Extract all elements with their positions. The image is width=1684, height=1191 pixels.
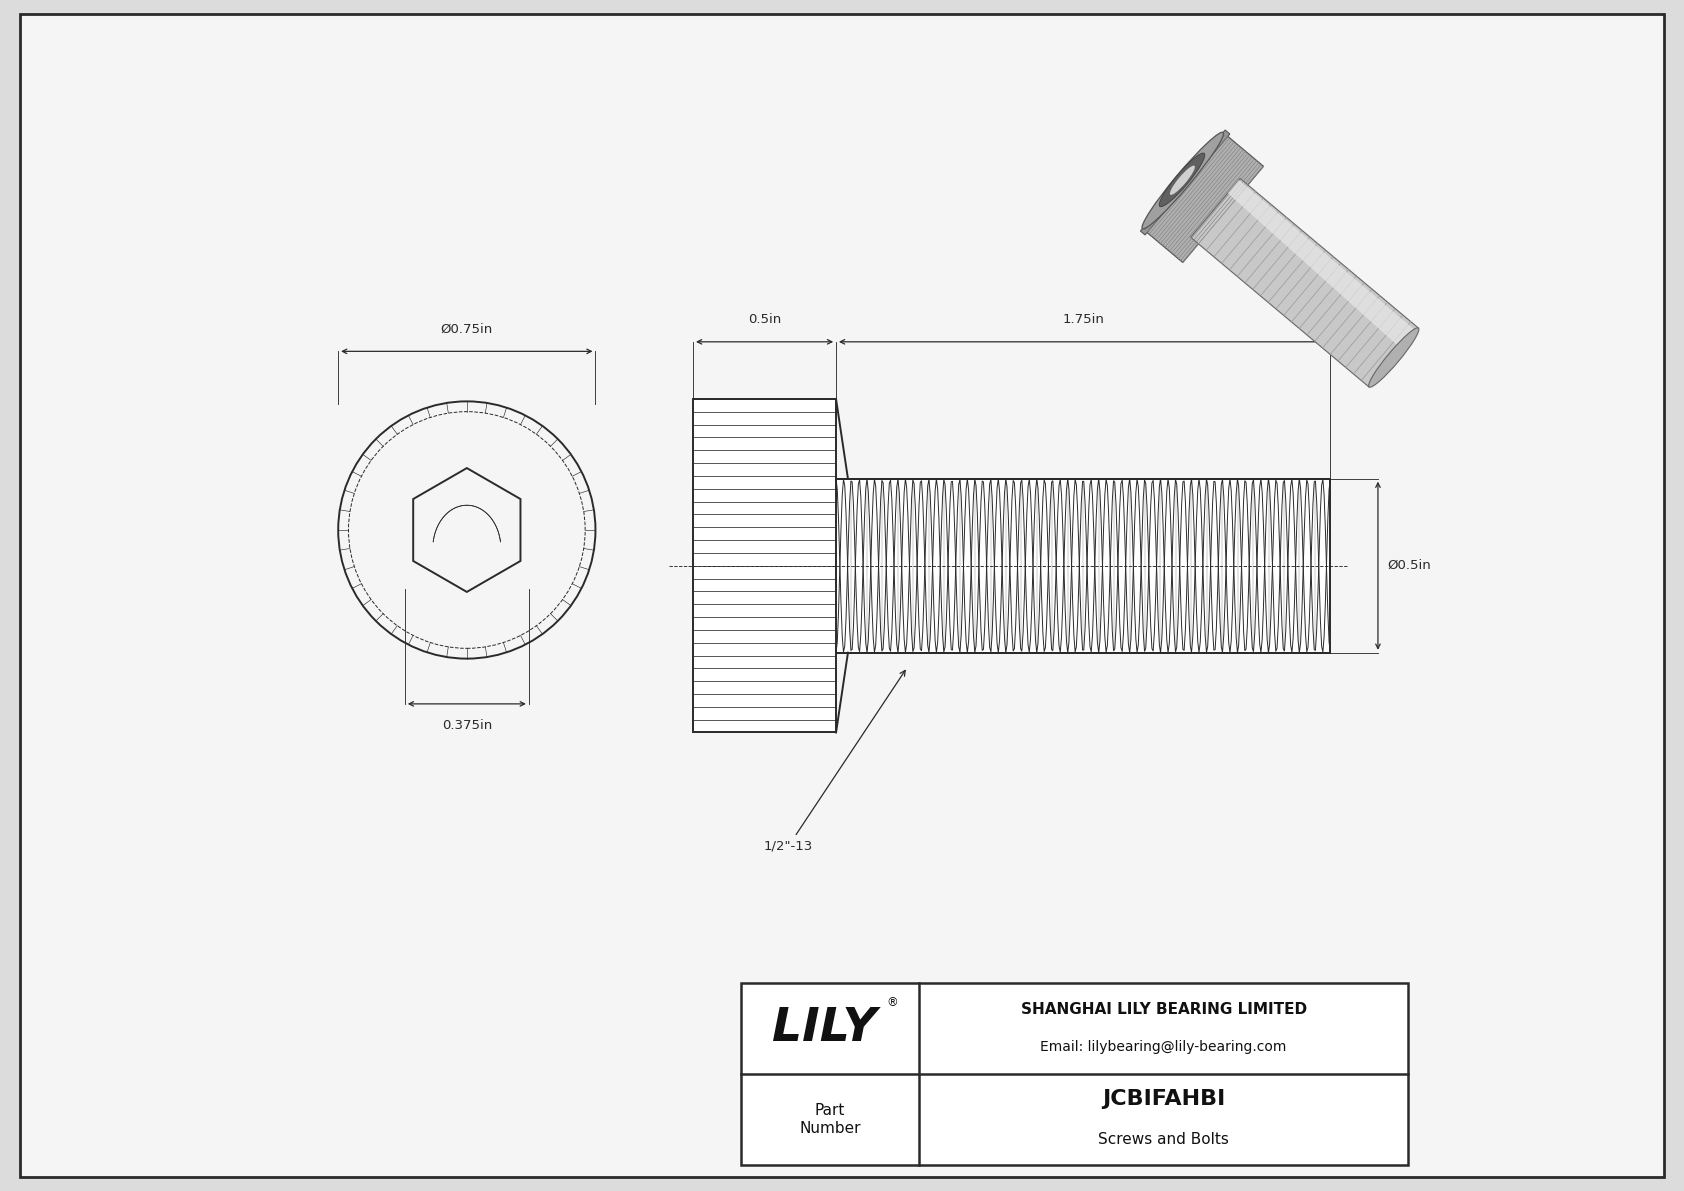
Polygon shape	[1140, 130, 1229, 235]
Bar	[835, 479, 1330, 653]
Ellipse shape	[1142, 132, 1224, 229]
Polygon shape	[1228, 180, 1416, 349]
Text: Ø0.75in: Ø0.75in	[441, 323, 493, 336]
Polygon shape	[1142, 132, 1263, 262]
Bar	[741, 983, 1408, 1165]
Bar	[694, 399, 835, 732]
Text: Email: lilybearing@lily-bearing.com: Email: lilybearing@lily-bearing.com	[1041, 1041, 1287, 1054]
Text: Part
Number: Part Number	[800, 1103, 861, 1136]
Text: JCBIFAHBI: JCBIFAHBI	[1101, 1090, 1226, 1109]
Text: ®: ®	[886, 996, 898, 1009]
Polygon shape	[1191, 179, 1418, 387]
Ellipse shape	[1369, 328, 1420, 387]
Text: LILY: LILY	[771, 1006, 876, 1050]
Ellipse shape	[1170, 166, 1196, 195]
Text: 0.375in: 0.375in	[441, 719, 492, 732]
Ellipse shape	[1159, 154, 1204, 207]
Text: 0.5in: 0.5in	[748, 313, 781, 326]
Text: Screws and Bolts: Screws and Bolts	[1098, 1133, 1229, 1147]
Text: Ø0.5in: Ø0.5in	[1388, 560, 1431, 572]
Text: SHANGHAI LILY BEARING LIMITED: SHANGHAI LILY BEARING LIMITED	[1021, 1002, 1307, 1017]
Text: 1.75in: 1.75in	[1063, 313, 1105, 326]
Text: 1/2"-13: 1/2"-13	[765, 671, 906, 853]
